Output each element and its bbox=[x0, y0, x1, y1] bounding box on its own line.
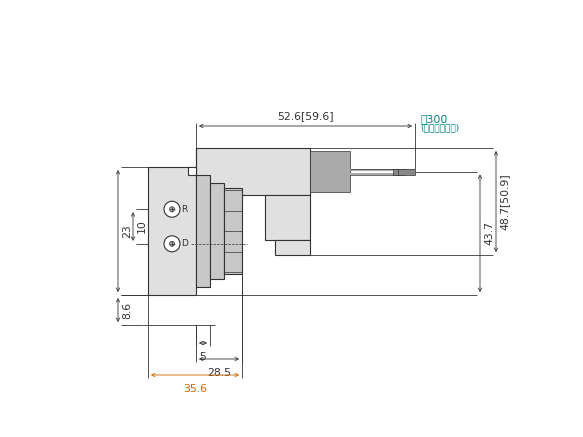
Circle shape bbox=[164, 236, 180, 252]
Text: 23: 23 bbox=[122, 224, 132, 238]
Text: 43.7: 43.7 bbox=[484, 221, 494, 245]
Text: R: R bbox=[181, 205, 187, 214]
Bar bbox=[393, 169, 415, 174]
Bar bbox=[275, 240, 310, 255]
Bar bbox=[188, 167, 196, 175]
Circle shape bbox=[170, 207, 174, 212]
Text: 8.6: 8.6 bbox=[122, 302, 132, 319]
Text: 28.5: 28.5 bbox=[207, 368, 231, 378]
Text: D: D bbox=[181, 239, 188, 248]
Circle shape bbox=[164, 201, 180, 217]
Text: 35.6: 35.6 bbox=[183, 384, 207, 394]
Bar bbox=[310, 151, 350, 192]
Bar bbox=[265, 195, 310, 240]
Bar bbox=[196, 148, 310, 195]
Bar bbox=[210, 183, 224, 279]
Text: 5: 5 bbox=[199, 352, 206, 362]
Text: 10: 10 bbox=[137, 219, 147, 233]
Circle shape bbox=[170, 241, 174, 246]
Bar bbox=[148, 167, 196, 295]
Text: 48.7[50.9]: 48.7[50.9] bbox=[500, 173, 510, 230]
Text: 約300: 約300 bbox=[420, 114, 447, 124]
Bar bbox=[224, 188, 242, 274]
Text: 52.6[59.6]: 52.6[59.6] bbox=[277, 111, 334, 121]
Text: (リード線長さ): (リード線長さ) bbox=[420, 123, 459, 132]
Bar bbox=[196, 175, 210, 287]
